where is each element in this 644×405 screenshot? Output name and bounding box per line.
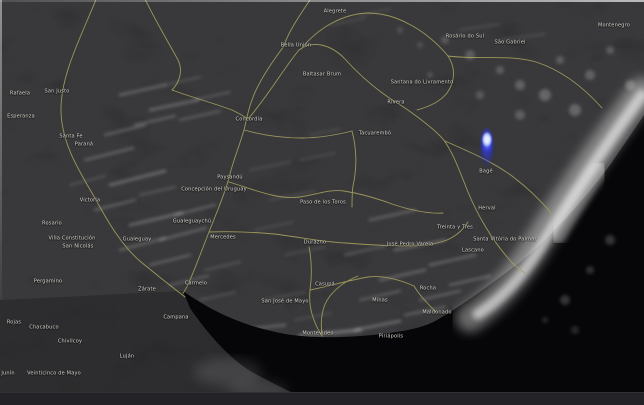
letterbox-bottom-bar bbox=[0, 392, 644, 405]
ocean-cloud-specks bbox=[542, 235, 615, 334]
frame-edge-artifact-top bbox=[0, 0, 644, 2]
border-lines-layer bbox=[60, 0, 603, 337]
coastal-cloud-band bbox=[456, 78, 644, 332]
frame-edge-artifact-left bbox=[0, 0, 2, 300]
lightning-strike-marker[interactable] bbox=[477, 123, 497, 169]
ocean-water bbox=[183, 115, 644, 405]
